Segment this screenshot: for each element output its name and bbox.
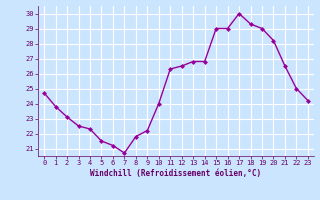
X-axis label: Windchill (Refroidissement éolien,°C): Windchill (Refroidissement éolien,°C) (91, 169, 261, 178)
